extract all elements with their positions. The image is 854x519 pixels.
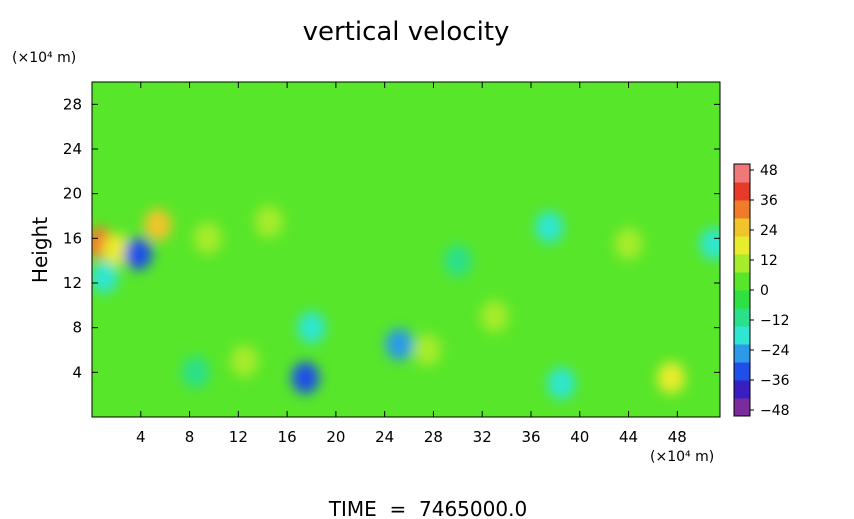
field-feature	[547, 367, 576, 400]
colorbar-swatch	[734, 272, 750, 291]
x-tick-label: 40	[570, 428, 589, 446]
field-feature	[334, 194, 363, 227]
field-feature	[181, 356, 210, 389]
x-tick-label: 32	[473, 428, 492, 446]
colorbar-swatch	[734, 308, 750, 327]
colorbar-swatch	[734, 254, 750, 273]
colorbar-tick-label: −24	[760, 343, 790, 359]
colorbar-swatch	[734, 182, 750, 201]
field-feature	[385, 328, 414, 361]
x-axis-ticks: 4 8 12 16 20 24 28 32 36 40 44 48	[136, 82, 687, 446]
x-tick-label: 16	[278, 428, 297, 446]
x-tick-label: 28	[424, 428, 443, 446]
colorbar-tick-label: 12	[760, 253, 778, 269]
x-tick-label: 36	[521, 428, 540, 446]
colorbar: 48 36 24 12 0 −12 −24 −36 −48	[733, 163, 790, 419]
y-tick-label: 28	[63, 95, 82, 113]
colorbar-swatch	[734, 326, 750, 345]
colorbar-tick-label: 48	[760, 163, 778, 179]
colorbar-tick-label: −12	[760, 313, 790, 329]
y-tick-label: 12	[63, 274, 82, 292]
field-feature	[124, 238, 153, 270]
y-axis-ticks: 4 8 12 16 20 24 28	[63, 95, 720, 381]
field-feature	[92, 261, 119, 294]
x-tick-label: 20	[326, 428, 345, 446]
time-footer: TIME = 7465000.0	[328, 497, 527, 519]
field-feature	[480, 300, 509, 333]
field-feature	[614, 227, 643, 260]
x-tick-label: 48	[668, 428, 687, 446]
colorbar-swatch	[734, 398, 750, 417]
y-tick-label: 20	[63, 185, 82, 203]
colorbar-swatch	[734, 164, 750, 183]
field-feature	[699, 227, 720, 260]
heatmap-field	[92, 82, 720, 417]
colorbar-swatch	[734, 380, 750, 399]
x-tick-label: 8	[185, 428, 195, 446]
colorbar-swatch	[734, 290, 750, 309]
field-feature	[297, 311, 326, 344]
field-feature	[535, 211, 564, 244]
colorbar-swatch	[734, 218, 750, 237]
y-tick-label: 4	[72, 363, 82, 381]
field-feature	[657, 361, 686, 394]
chart-title: vertical velocity	[303, 17, 510, 47]
x-tick-label: 4	[136, 428, 146, 446]
x-tick-label: 44	[619, 428, 638, 446]
y-tick-label: 24	[63, 140, 82, 158]
field-feature	[193, 222, 222, 255]
y-tick-label: 16	[63, 229, 82, 247]
x-tick-label: 12	[229, 428, 248, 446]
field-feature	[102, 233, 131, 266]
field-feature	[254, 205, 283, 238]
field-feature	[443, 244, 472, 277]
plot-frame	[91, 81, 721, 418]
colorbar-swatch	[734, 200, 750, 219]
field-feature	[291, 361, 320, 394]
field-feature	[143, 208, 172, 241]
colorbar-tick-label: −36	[760, 373, 790, 389]
colorbar-swatch	[734, 344, 750, 363]
colorbar-swatch	[734, 362, 750, 381]
y-axis-label: Height	[28, 217, 52, 283]
y-tick-label: 8	[72, 319, 82, 337]
colorbar-tick-label: 24	[760, 223, 778, 239]
field-feature	[413, 334, 442, 366]
field-feature	[230, 345, 259, 378]
colorbar-tick-label: −48	[760, 403, 790, 419]
x-tick-label: 24	[375, 428, 394, 446]
colorbar-swatch	[734, 236, 750, 255]
colorbar-tick-label: 0	[760, 283, 769, 299]
colorbar-tick-label: 36	[760, 193, 778, 209]
x-axis-unit: (×10⁴ m)	[650, 449, 714, 465]
y-axis-unit: (×10⁴ m)	[12, 50, 76, 66]
